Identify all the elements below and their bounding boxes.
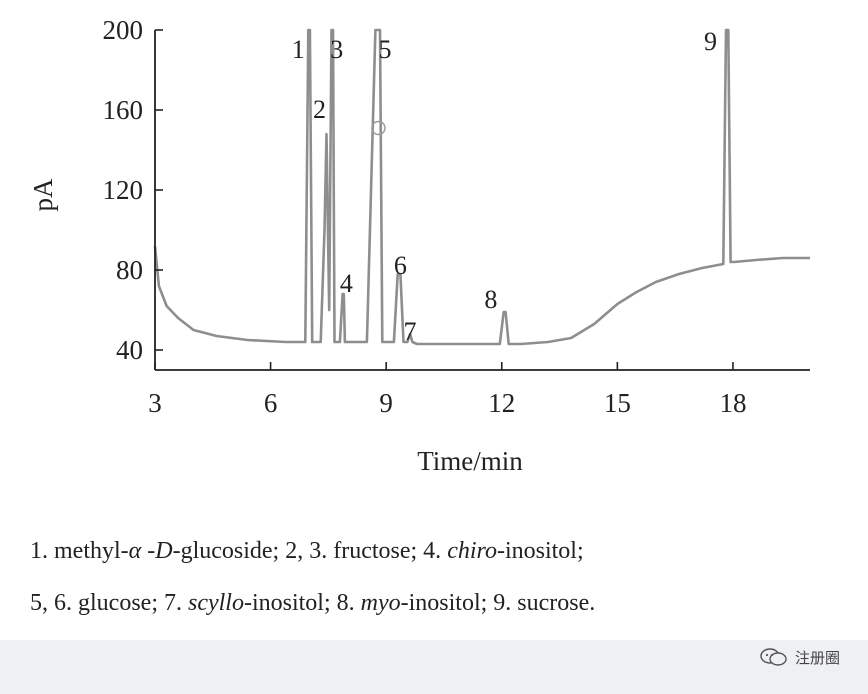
peak-label-3: 3 [330,35,343,64]
x-tick-label: 3 [148,388,162,418]
y-tick-label: 80 [116,255,143,285]
x-tick-label: 18 [719,388,746,418]
footer-bar [0,640,868,694]
peak-label-6: 6 [394,251,407,280]
peak-label-9: 9 [704,27,717,56]
watermark-text: 注册圈 [794,648,840,667]
caption-text: 1. methyl- [30,538,129,564]
peak-label-4: 4 [340,269,353,298]
series-line-0 [153,28,810,346]
peak-label-1: 1 [292,35,305,64]
peak-label-8: 8 [484,285,497,314]
caption-italic-text: chiro [447,538,497,564]
y-axis-title: pA [28,178,58,212]
caption-line-2: 5, 6. glucose; 7. scyllo-inositol; 8. my… [30,590,860,617]
caption-text: 5, 6. glucose; 7. [30,590,188,616]
caption-text: -inositol; [496,538,584,564]
caption-italic-text: α -D [128,538,173,564]
x-tick-label: 9 [379,388,393,418]
caption-text: -glucoside; 2, 3. fructose; 4. [172,538,448,564]
y-tick-label: 160 [103,95,144,125]
wechat-icon [760,648,787,666]
x-axis-title: Time/min [417,446,523,476]
caption-italic-text: scyllo [187,590,244,616]
peak-label-2: 2 [313,95,326,124]
y-tick-label: 40 [116,335,143,365]
caption-italic-text: myo [360,590,401,616]
peak-marker [371,120,386,136]
caption-text: -inositol; 8. [243,590,361,616]
y-tick-label: 120 [103,175,144,205]
watermark: 注册圈 [759,646,840,668]
y-tick-label: 200 [103,15,144,45]
x-tick-label: 15 [604,388,631,418]
x-tick-label: 12 [488,388,515,418]
x-tick-label: 6 [264,388,278,418]
peak-label-5: 5 [378,35,391,64]
caption-line-1: 1. methyl-α -D-glucoside; 2, 3. fructose… [30,538,860,565]
peak-label-7: 7 [404,317,417,346]
caption-text: -inositol; 9. sucrose. [400,590,596,616]
